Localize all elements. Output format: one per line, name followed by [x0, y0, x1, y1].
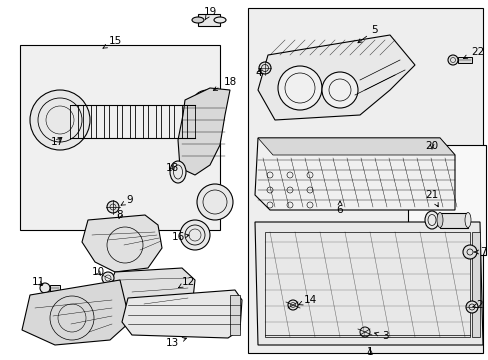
- Circle shape: [180, 220, 209, 250]
- Circle shape: [102, 272, 114, 284]
- Ellipse shape: [214, 17, 225, 23]
- Text: 17: 17: [50, 137, 63, 147]
- Text: 15: 15: [103, 36, 122, 48]
- Bar: [457, 57, 471, 63]
- Text: 18: 18: [165, 163, 178, 173]
- Circle shape: [447, 55, 457, 65]
- Text: 5: 5: [357, 25, 378, 43]
- Text: 18: 18: [213, 77, 236, 90]
- Polygon shape: [22, 280, 130, 345]
- Ellipse shape: [436, 212, 442, 228]
- Ellipse shape: [192, 17, 203, 23]
- Polygon shape: [108, 268, 195, 322]
- Text: 14: 14: [297, 295, 316, 305]
- Circle shape: [465, 301, 477, 313]
- Text: 12: 12: [178, 277, 194, 288]
- Text: 13: 13: [165, 338, 186, 348]
- Text: 22: 22: [463, 47, 484, 59]
- Circle shape: [40, 283, 50, 293]
- Text: 16: 16: [171, 232, 189, 242]
- Circle shape: [30, 90, 90, 150]
- Bar: [20, 45, 220, 230]
- Polygon shape: [254, 138, 454, 210]
- Polygon shape: [258, 138, 454, 155]
- Text: 4: 4: [255, 68, 262, 78]
- Ellipse shape: [424, 211, 438, 229]
- Text: 10: 10: [91, 267, 104, 277]
- Text: 19: 19: [203, 7, 216, 20]
- Circle shape: [197, 184, 232, 220]
- Ellipse shape: [464, 212, 470, 228]
- Circle shape: [462, 245, 476, 259]
- Text: 7: 7: [473, 247, 486, 257]
- Circle shape: [359, 327, 369, 337]
- Polygon shape: [254, 222, 482, 345]
- Text: 11: 11: [31, 277, 44, 287]
- Circle shape: [278, 66, 321, 110]
- Bar: [439, 213, 467, 228]
- Text: 6: 6: [336, 201, 343, 215]
- Bar: [247, 8, 482, 353]
- Ellipse shape: [194, 90, 222, 110]
- Circle shape: [259, 62, 270, 74]
- Text: 20: 20: [425, 141, 438, 151]
- Bar: [229, 295, 240, 335]
- Ellipse shape: [170, 161, 185, 183]
- Bar: [407, 145, 485, 255]
- Bar: [50, 285, 60, 291]
- Bar: [198, 14, 220, 26]
- Polygon shape: [258, 35, 414, 120]
- Bar: [193, 110, 201, 132]
- Text: 21: 21: [425, 190, 438, 207]
- Text: 2: 2: [472, 300, 482, 310]
- Bar: [471, 232, 479, 337]
- Circle shape: [321, 72, 357, 108]
- Polygon shape: [178, 88, 229, 175]
- Circle shape: [107, 201, 119, 213]
- Text: 9: 9: [121, 195, 133, 205]
- Polygon shape: [122, 290, 242, 338]
- Text: 8: 8: [117, 210, 123, 220]
- Text: 3: 3: [374, 331, 387, 341]
- Circle shape: [287, 300, 297, 310]
- Bar: [264, 232, 469, 337]
- Polygon shape: [82, 215, 162, 272]
- Text: 1: 1: [366, 347, 372, 357]
